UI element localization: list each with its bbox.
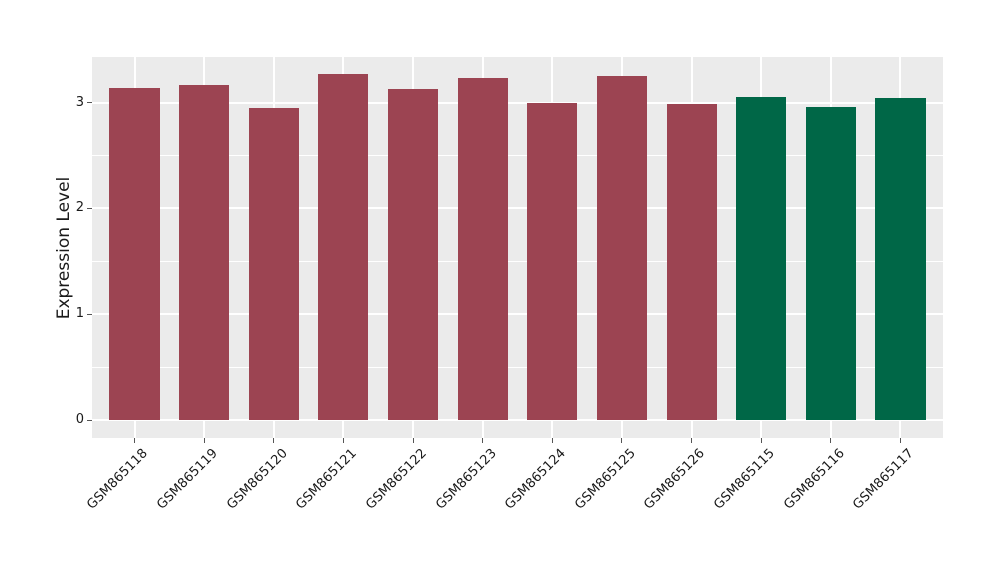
gridline-minor — [92, 260, 943, 262]
gridline-major — [92, 101, 943, 104]
x-tick — [691, 438, 693, 443]
x-tick-label: GSM865124 — [502, 446, 569, 513]
x-tick — [412, 438, 414, 443]
gridline-minor — [92, 154, 943, 156]
bar-GSM865121 — [318, 73, 369, 420]
x-tick-label: GSM865122 — [363, 446, 430, 513]
bar-GSM865126 — [666, 103, 717, 420]
gridline-major — [92, 313, 943, 316]
y-tick-label: 3 — [75, 94, 84, 110]
bar-GSM865120 — [248, 107, 299, 420]
x-tick-label: GSM865120 — [223, 446, 291, 513]
y-tick-label: 0 — [75, 412, 84, 427]
plot-panel — [92, 57, 943, 438]
x-tick-label: GSM865123 — [432, 446, 500, 513]
gridline-major — [92, 419, 943, 421]
x-tick-label: GSM865121 — [293, 446, 361, 513]
x-tick — [482, 438, 484, 443]
x-tick-label: GSM865125 — [571, 446, 639, 513]
x-tick-label: GSM865117 — [850, 446, 918, 513]
x-tick — [134, 438, 136, 443]
x-tick — [899, 438, 901, 443]
bar-GSM865118 — [109, 87, 160, 420]
y-tick-label: 2 — [75, 200, 84, 216]
x-tick — [760, 438, 762, 443]
y-tick-label: 1 — [75, 306, 84, 322]
x-tick — [830, 438, 832, 443]
x-tick — [621, 438, 623, 443]
gridline-major — [92, 207, 943, 210]
x-tick-label: GSM865116 — [780, 446, 848, 513]
x-tick — [203, 438, 205, 443]
bar-GSM865119 — [179, 84, 230, 420]
bar-GSM865124 — [527, 102, 578, 420]
y-tick — [87, 313, 92, 315]
x-tick — [342, 438, 344, 443]
x-tick-label: GSM865126 — [641, 446, 709, 513]
y-tick — [87, 102, 92, 103]
bar-GSM865117 — [875, 98, 926, 420]
bar-GSM865122 — [387, 88, 439, 420]
x-tick-label: GSM865119 — [154, 446, 221, 513]
bar-GSM865115 — [736, 97, 787, 420]
y-tick — [87, 207, 92, 209]
bar-GSM865123 — [457, 78, 508, 420]
x-tick-label: GSM865115 — [711, 446, 778, 513]
x-tick — [273, 438, 275, 443]
gridline-minor — [92, 366, 943, 368]
bar-GSM865116 — [805, 106, 856, 420]
y-axis-title: Expression Level — [54, 176, 74, 320]
x-tick — [551, 438, 553, 443]
y-tick — [87, 419, 92, 421]
bar-GSM865125 — [596, 76, 647, 420]
x-tick-label: GSM865118 — [84, 446, 152, 513]
